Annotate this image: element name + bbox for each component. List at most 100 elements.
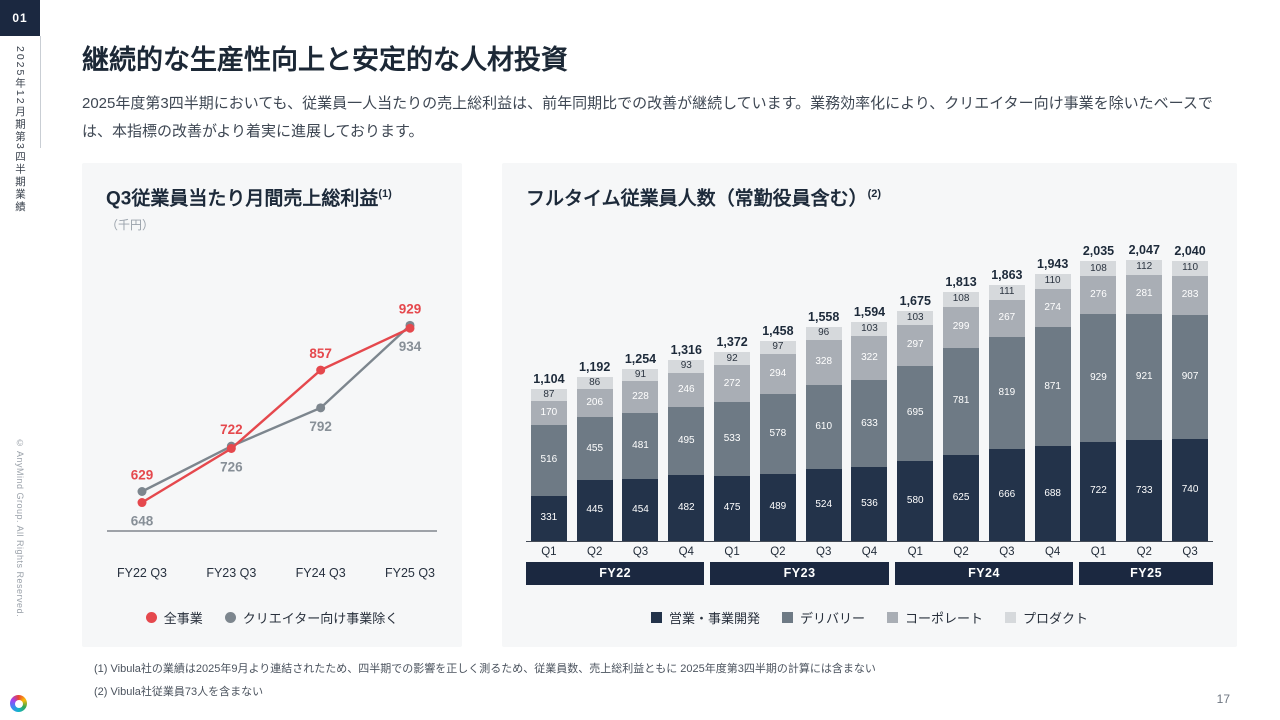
bar-segment: 87 (530, 389, 567, 402)
footnotes: (1) Vibula社の業績は2025年9月より連結されたため、四半期での影響を… (94, 658, 876, 704)
bar-segment: 475 (714, 475, 751, 542)
x-axis-label: Q2 (770, 546, 786, 559)
bar-stack: 103 322 633 536 (851, 321, 888, 542)
bar-segment: 610 (805, 385, 842, 469)
bar-stack: 87 170 516 331 (530, 389, 567, 542)
bar-chart-title-text: フルタイム従業員人数（常勤役員含む） (526, 188, 868, 210)
legend-dot-icon (145, 612, 157, 623)
x-axis-label: Q1 (541, 546, 557, 559)
x-axis-label: Q3 (1182, 546, 1198, 559)
bar-column: 1,192 86 206 455 445 (572, 236, 618, 542)
legend-item: 営業・事業開発 (650, 608, 760, 627)
bar-total-label: 1,316 (670, 343, 702, 358)
bar-segment: 331 (530, 495, 567, 542)
x-axis-label: Q4 (861, 546, 878, 559)
bar-stack: 93 246 495 482 (668, 360, 705, 542)
bar-total-label: 1,372 (716, 335, 748, 350)
footnote-1: (1) Vibula社の業績は2025年9月より連結されたため、四半期での影響を… (94, 663, 876, 675)
bar-stack: 108 276 929 722 (1080, 261, 1117, 542)
line-chart-title-footnote-ref: (1) (378, 188, 392, 200)
value-label: 722 (220, 422, 243, 437)
bar-total-label: 1,863 (991, 267, 1023, 282)
fy-group-band: FY25 (1079, 562, 1214, 586)
bar-segment: 108 (1080, 261, 1117, 277)
bar-segment: 267 (988, 300, 1025, 337)
bar-chart-title: フルタイム従業員人数（常勤役員含む）(2) (526, 187, 1213, 212)
bar-segment: 489 (759, 473, 796, 542)
section-number: 01 (12, 11, 28, 25)
line-point (137, 498, 147, 508)
bar-segment: 108 (943, 291, 980, 307)
bar-stack: 108 299 781 625 (943, 291, 980, 542)
bar-stack: 112 281 921 733 (1126, 259, 1163, 542)
legend-dot-icon (224, 612, 236, 623)
legend-item: デリバリー (781, 608, 865, 627)
bar-stack: 111 267 819 666 (988, 284, 1025, 542)
bar-segment: 276 (1080, 276, 1117, 315)
bar-total-label: 2,047 (1128, 242, 1160, 257)
bar-segment: 733 (1126, 440, 1163, 542)
bar-segment: 819 (988, 336, 1025, 450)
line-chart-legend: 全事業 クリエイター向け事業除く (106, 608, 438, 627)
line-series (141, 327, 411, 504)
line-point (405, 323, 415, 333)
bar-segment: 283 (1172, 275, 1209, 315)
legend-label: 営業・事業開発 (668, 611, 760, 626)
bar-total-label: 1,104 (533, 372, 565, 387)
bar-segment: 516 (530, 424, 567, 496)
value-label: 857 (309, 346, 332, 361)
line-chart-title-text: Q3従業員当たり月間売上総利益 (106, 188, 379, 210)
legend-item: コーポレート (887, 608, 983, 627)
bar-segment: 294 (759, 353, 796, 395)
bar-total-label: 2,035 (1082, 244, 1115, 259)
bar-segment: 93 (668, 360, 705, 373)
line-point (316, 403, 326, 413)
bar-segment: 625 (943, 455, 980, 542)
bar-stack: 103 297 695 580 (897, 310, 934, 542)
bar-segment: 921 (1126, 313, 1163, 441)
bar-column: 1,863 111 267 819 666 (984, 236, 1030, 542)
bar-total-label: 1,458 (762, 323, 794, 338)
x-axis-label: Q3 (632, 546, 649, 559)
x-axis-label: Q3 (816, 546, 832, 559)
bar-segment: 455 (576, 417, 613, 480)
bar-column: 1,254 91 228 481 454 (618, 236, 664, 542)
bar-total-label: 1,254 (624, 351, 657, 366)
bar-column: 1,558 96 328 610 524 (801, 236, 847, 542)
legend-item: クリエイター向け事業除く (224, 608, 398, 627)
fy-group-band: FY24 (894, 562, 1074, 586)
bar-column: 1,675 103 297 695 580 (892, 236, 938, 542)
line-chart-svg: 629 722 857 929 648 726 792 934 (107, 301, 437, 532)
legend-square-icon (781, 612, 793, 623)
x-axis-label: Q1 (1090, 546, 1107, 559)
bar-stack: 92 272 533 475 (714, 352, 751, 542)
bar-total-label: 1,558 (808, 309, 840, 324)
bar-column: 1,943 110 274 871 688 (1030, 236, 1076, 542)
bar-segment: 536 (851, 467, 888, 542)
bar-segment: 96 (805, 326, 842, 340)
bar-stack: 91 228 481 454 (622, 368, 659, 542)
bar-segment: 299 (943, 306, 980, 348)
bar-column: 1,813 108 299 781 625 (938, 236, 984, 542)
footnote-2: (2) Vibula社従業員73人を含まない (94, 686, 264, 699)
line-chart-x-axis: FY22 Q3 FY23 Q3 FY24 Q3 FY25 Q3 (106, 566, 438, 586)
line-point (316, 365, 326, 375)
value-label: 929 (399, 301, 422, 316)
line-chart-card: Q3従業員当たり月間売上総利益(1) （千円） 629 722 857 929 648 7… (82, 163, 462, 647)
line-series (141, 324, 411, 493)
bar-segment: 111 (988, 284, 1025, 301)
body-text: 2025年度第3四半期においても、従業員一人当たりの売上総利益は、前年同期比での… (82, 95, 1213, 140)
value-label: 726 (220, 460, 243, 475)
bar-segment: 929 (1080, 314, 1117, 442)
x-axis-label: Q4 (678, 546, 694, 559)
page-number: 17 (1216, 692, 1230, 706)
line-point (137, 487, 147, 497)
legend-item: 全事業 (145, 608, 203, 627)
section-number-badge: 01 (0, 0, 40, 36)
bar-segment: 533 (714, 402, 751, 476)
bar-chart-legend: 営業・事業開発 デリバリー コーポレート プロダクト (526, 608, 1213, 627)
bar-column: 2,035 108 276 929 722 (1076, 236, 1122, 542)
bar-segment: 86 (576, 377, 613, 389)
bar-column: 2,040 110 283 907 740 (1167, 236, 1213, 542)
bar-segment: 445 (576, 479, 613, 542)
